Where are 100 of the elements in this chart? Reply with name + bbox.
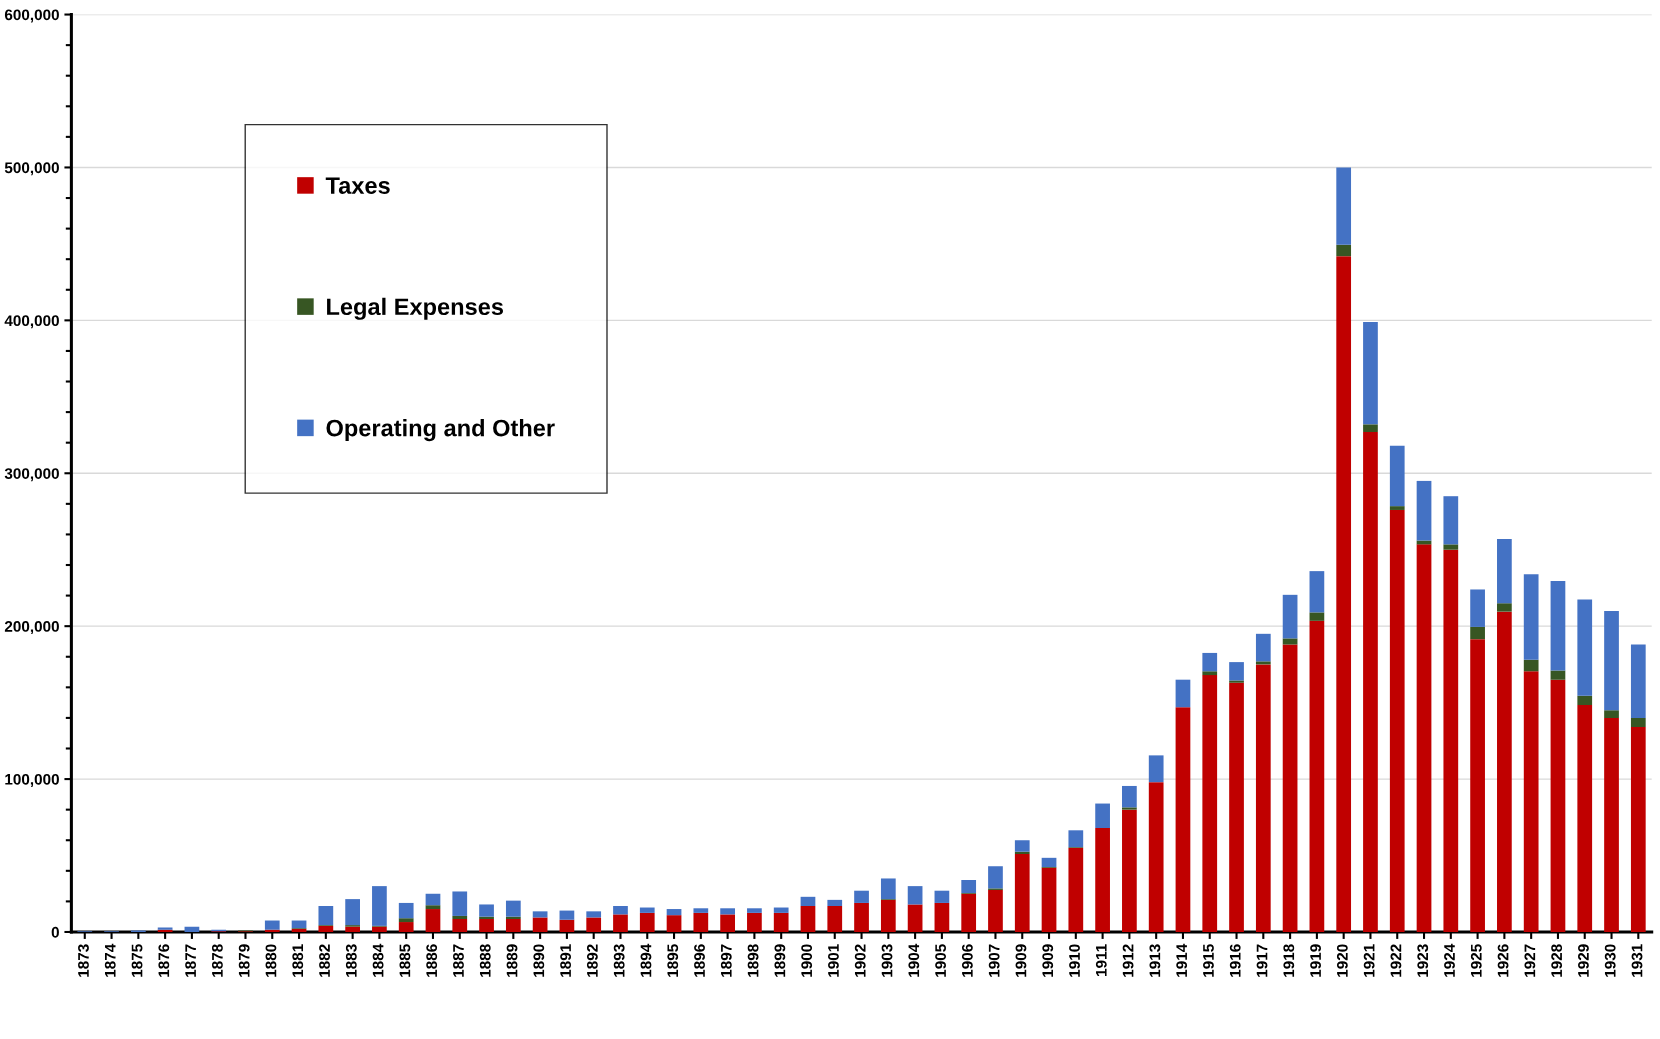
x-tick-label: 1899 (774, 944, 786, 977)
bar (1229, 682, 1244, 932)
x-tick-label: 1931 (1631, 944, 1643, 977)
bar (1443, 496, 1459, 545)
x-tick-label: 1875 (131, 944, 143, 977)
bar (827, 905, 843, 932)
x-tick-label: 1889 (506, 944, 518, 977)
x-tick-label: 1918 (1283, 944, 1295, 977)
bar (720, 914, 735, 932)
bar (1229, 680, 1244, 683)
y-tick-label: 0 (51, 926, 59, 938)
bar (1523, 574, 1539, 660)
bar (345, 899, 360, 926)
bar (1416, 544, 1432, 932)
x-tick-label: 1901 (828, 944, 839, 977)
bar (1309, 612, 1325, 621)
bar (1309, 620, 1325, 932)
bar (613, 905, 628, 915)
bar (988, 889, 1003, 932)
bar (1122, 785, 1137, 808)
bar (961, 879, 977, 893)
bar (1523, 671, 1539, 932)
bar (1389, 509, 1405, 932)
x-tick-label: 1909 (1015, 944, 1027, 977)
x-tick-label: 1914 (1176, 943, 1188, 977)
x-tick-label: 1921 (1363, 944, 1375, 977)
bar (479, 918, 494, 932)
bar (1389, 445, 1405, 507)
bar (1630, 727, 1646, 932)
x-tick-label: 1895 (667, 944, 679, 977)
x-tick-label: 1912 (1122, 944, 1134, 977)
bar (961, 893, 977, 932)
bar (1443, 549, 1459, 932)
bar (1068, 847, 1084, 932)
x-tick-label: 1891 (560, 944, 572, 977)
bar (1470, 639, 1485, 932)
x-tick-label: 1874 (104, 943, 116, 977)
bar (773, 912, 789, 932)
bar (559, 919, 575, 932)
bar (1363, 321, 1378, 425)
x-tick-label: 1890 (533, 944, 545, 977)
x-tick-label: 1885 (399, 944, 411, 977)
bar (800, 905, 816, 932)
bar (907, 886, 923, 905)
x-tick-label: 1900 (801, 944, 813, 977)
x-tick-label: 1887 (453, 944, 464, 977)
legend-label: Operating and Other (326, 419, 555, 442)
bar (1202, 652, 1218, 672)
x-tick-label: 1892 (586, 944, 598, 977)
x-tick-label: 1929 (1578, 944, 1589, 977)
bar (318, 925, 334, 932)
bar (1497, 611, 1512, 932)
x-tick-label: 1930 (1604, 944, 1616, 977)
bar (1416, 480, 1432, 541)
bar (854, 890, 869, 903)
bar (1336, 244, 1352, 257)
bar (1470, 589, 1485, 627)
bar (1470, 626, 1485, 640)
bar (1630, 644, 1646, 718)
bar (1389, 506, 1405, 510)
bar (800, 896, 816, 906)
x-tick-label: 1925 (1470, 944, 1482, 977)
bar (1202, 675, 1218, 932)
x-tick-label: 1881 (292, 944, 304, 977)
bar (1630, 717, 1646, 728)
bar (1577, 704, 1593, 932)
x-tick-label: 1926 (1497, 944, 1509, 977)
bar (1175, 679, 1191, 708)
x-tick-label: 1920 (1336, 944, 1348, 977)
bar (1148, 782, 1164, 932)
x-tick-label: 1882 (319, 944, 330, 977)
bar (1577, 599, 1593, 696)
bar (1336, 256, 1352, 932)
y-tick-label: 100,000 (5, 773, 59, 787)
x-tick-label: 1902 (854, 944, 866, 977)
bar (372, 926, 387, 932)
bar (398, 918, 414, 923)
x-tick-label: 1903 (881, 944, 893, 977)
x-tick-label: 1906 (961, 944, 973, 977)
bar (1041, 867, 1057, 932)
bar (1095, 803, 1110, 829)
bar (747, 908, 762, 913)
bar (1282, 594, 1298, 639)
x-tick-label: 1873 (78, 944, 89, 977)
x-tick-label: 1907 (988, 944, 1000, 977)
bar (398, 902, 414, 919)
bar (854, 902, 869, 932)
bar (934, 902, 950, 932)
x-tick-label: 1922 (1390, 944, 1402, 977)
bar (666, 915, 682, 932)
bar (1014, 840, 1030, 852)
bar (1202, 671, 1218, 676)
bar (425, 909, 441, 932)
x-tick-label: 1896 (694, 944, 705, 977)
x-tick-label: 1913 (1149, 944, 1161, 977)
y-tick-label: 500,000 (4, 162, 59, 176)
x-tick-label: 1893 (613, 944, 625, 977)
x-tick-label: 1878 (211, 944, 223, 977)
bar (880, 878, 896, 900)
bar (586, 911, 602, 918)
